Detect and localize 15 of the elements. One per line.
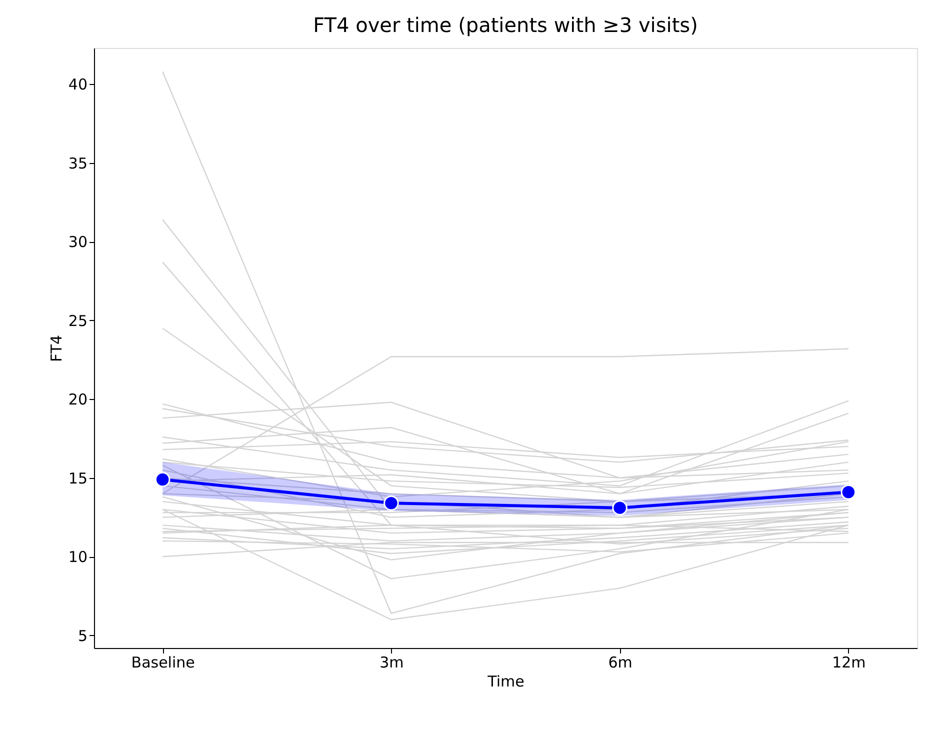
y-tick-label: 35 — [68, 154, 88, 172]
chart-title: FT4 over time (patients with ≥3 visits) — [313, 13, 698, 37]
x-tick-label: 3m — [380, 654, 404, 672]
y-tick-label: 5 — [78, 626, 88, 645]
y-tick-label: 15 — [68, 469, 88, 488]
y-tick-label: 40 — [68, 76, 88, 94]
y-axis-title: FT4 — [47, 334, 66, 362]
x-tick-label: 6m — [608, 654, 632, 672]
y-tick-label: 30 — [68, 233, 88, 252]
x-axis-title: Time — [486, 672, 524, 690]
y-tick-label: 10 — [68, 548, 88, 566]
x-tick-label: Baseline — [131, 654, 195, 672]
x-tick-label: 12m — [832, 654, 866, 672]
y-tick-label: 25 — [68, 312, 88, 330]
y-tick-label: 20 — [68, 390, 88, 409]
